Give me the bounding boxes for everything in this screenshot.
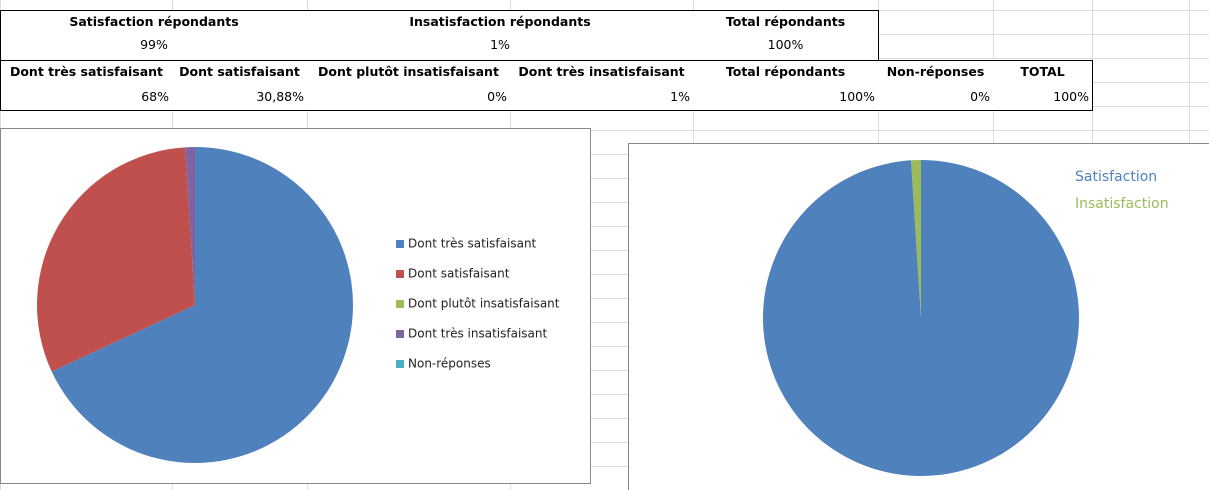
- legend-label: Dont très insatisfaisant: [408, 327, 547, 341]
- table-cell: 100%: [693, 86, 879, 111]
- table-cell: 100%: [993, 86, 1093, 111]
- legend-label: Dont plutôt insatisfaisant: [408, 297, 560, 311]
- legend-swatch: [396, 360, 404, 368]
- table-cell: Dont plutôt insatisfaisant: [307, 60, 511, 87]
- legend-label: Insatisfaction: [1075, 196, 1169, 212]
- pie-slice: [36, 147, 196, 372]
- legend-swatch: [396, 330, 404, 338]
- pie-slice: [911, 160, 921, 318]
- table-cell: 1%: [510, 86, 694, 111]
- legend-label: Dont très satisfaisant: [408, 237, 537, 251]
- table-cell: Total répondants: [693, 60, 879, 87]
- legend-label: Satisfaction: [1075, 169, 1157, 185]
- table-cell: TOTAL: [993, 60, 1093, 87]
- legend-swatch: [396, 240, 404, 248]
- pie-slice: [51, 147, 354, 463]
- legend-label: Dont satisfaisant: [408, 267, 510, 281]
- table-cell: 30,88%: [172, 86, 308, 111]
- table-cell: 100%: [693, 34, 879, 61]
- table-cell: 68%: [0, 86, 173, 111]
- legend-label: Non-réponses: [408, 357, 491, 371]
- table-cell: 0%: [878, 86, 994, 111]
- table-cell: Total répondants: [693, 10, 879, 35]
- legend-swatch: [396, 270, 404, 278]
- pie-slice: [185, 147, 195, 305]
- table-cell: Dont très satisfaisant: [0, 60, 173, 87]
- table-cell: Satisfaction répondants: [0, 10, 308, 35]
- table-cell: 0%: [307, 86, 511, 111]
- table-cell: 99%: [0, 34, 308, 61]
- pie-slice: [763, 160, 1080, 477]
- legend-swatch: [396, 300, 404, 308]
